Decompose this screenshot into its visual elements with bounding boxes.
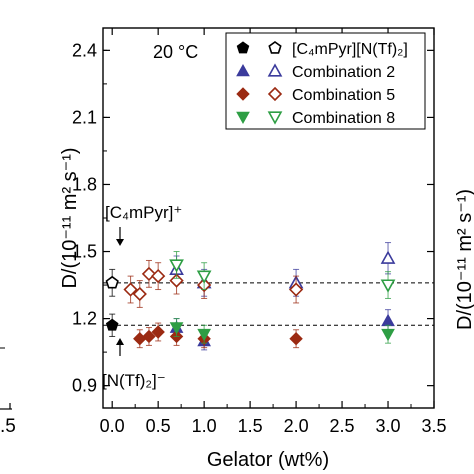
data-point-triangle-up <box>381 313 395 327</box>
legend: [C₄mPyr][N(Tf)₂] Combination 2 Combination… <box>225 32 426 130</box>
data-point-diamond <box>142 329 156 344</box>
anion-annotation: [N(Tf)₂]⁻ <box>102 338 166 390</box>
legend-marker-filled <box>236 63 250 77</box>
y-tick-label: 2.1 <box>72 107 97 127</box>
legend-label: Combination 2 <box>292 64 395 81</box>
x-tick-label: 3.0 <box>376 416 401 436</box>
data-point-diamond <box>169 273 184 288</box>
series-c-mpyr-n-tf-cation <box>105 268 119 297</box>
legend-marker-open <box>267 63 283 77</box>
data-point-triangle-up <box>380 250 396 264</box>
legend-label: Combination 5 <box>292 87 395 104</box>
x-tick-label: 3.5 <box>421 416 446 436</box>
legend-box <box>225 32 426 130</box>
left-neighbor-panel: .5 <box>0 347 16 437</box>
data-point-diamond <box>151 268 166 284</box>
legend-marker-open <box>267 86 283 102</box>
data-point-triangle-down <box>196 270 212 284</box>
data-point-diamond <box>289 331 303 346</box>
series-combination-8-cation <box>169 251 396 299</box>
series-combination-5-anion <box>133 322 303 349</box>
left-panel-tick-label: .5 <box>0 416 16 437</box>
y-tick-label: 2.4 <box>72 40 97 60</box>
x-tick-label: 2.0 <box>284 416 309 436</box>
legend-marker-open <box>267 111 283 125</box>
y-tick-label: 1.5 <box>72 242 97 262</box>
data-point-triangle-down <box>169 322 184 335</box>
legend-label: [C₄mPyr][N(Tf)₂] <box>292 41 408 58</box>
x-axis: 0.0 0.5 1.0 1.5 2.0 2.5 3.0 3.5 <box>100 28 447 436</box>
data-point-diamond <box>123 282 138 297</box>
legend-marker-open <box>268 41 282 54</box>
anion-arrow-head <box>116 338 124 345</box>
series-combination-8-anion <box>169 318 395 344</box>
data-point-triangle-down <box>381 328 395 342</box>
data-points <box>105 242 396 351</box>
y-tick-label: 0.9 <box>72 376 97 396</box>
x-tick-label: 1.5 <box>238 416 263 436</box>
data-point-pentagon <box>105 275 119 289</box>
temperature-label: 20 °C <box>153 42 198 62</box>
y-tick-label: 1.2 <box>72 309 97 329</box>
data-point-triangle-down <box>197 328 211 342</box>
y-axis: 0.9 1.2 1.5 1.8 2.1 2.4 <box>72 40 434 396</box>
x-tick-label: 0.0 <box>100 416 125 436</box>
right-panel-y-axis-label: D/(10⁻¹¹ m² s⁻¹) <box>454 189 474 330</box>
cation-annotation: [C₄mPyr]⁺ <box>105 203 182 246</box>
cation-arrow-head <box>116 239 124 246</box>
data-point-triangle-down <box>380 279 396 293</box>
data-point-triangle-down <box>169 259 184 273</box>
right-neighbor-panel: D/(10⁻¹¹ m² s⁻¹) <box>454 189 474 330</box>
legend-marker-filled <box>236 111 250 125</box>
series-combination-5-cation <box>123 259 304 308</box>
data-point-diamond <box>133 331 147 346</box>
x-tick-label: 2.5 <box>330 416 355 436</box>
data-point-diamond <box>151 325 165 339</box>
anion-label: [N(Tf)₂]⁻ <box>102 371 166 390</box>
y-tick-label: 1.8 <box>72 174 97 194</box>
y-axis-title: D/(10⁻¹¹ m² s⁻¹) <box>59 147 81 288</box>
x-tick-label: 1.0 <box>192 416 217 436</box>
cation-label: [C₄mPyr]⁺ <box>105 203 182 222</box>
data-point-diamond <box>132 286 147 302</box>
data-point-pentagon <box>105 318 119 331</box>
reference-lines <box>103 282 434 326</box>
series-c-mpyr-n-tf-anion <box>105 313 119 337</box>
data-point-diamond <box>288 282 304 297</box>
x-axis-title: Gelator (wt%) <box>207 449 329 471</box>
x-tick-label: 0.5 <box>146 416 171 436</box>
legend-label: Combination 8 <box>292 110 395 127</box>
legend-marker-filled <box>236 41 250 54</box>
legend-marker-filled <box>236 87 250 101</box>
